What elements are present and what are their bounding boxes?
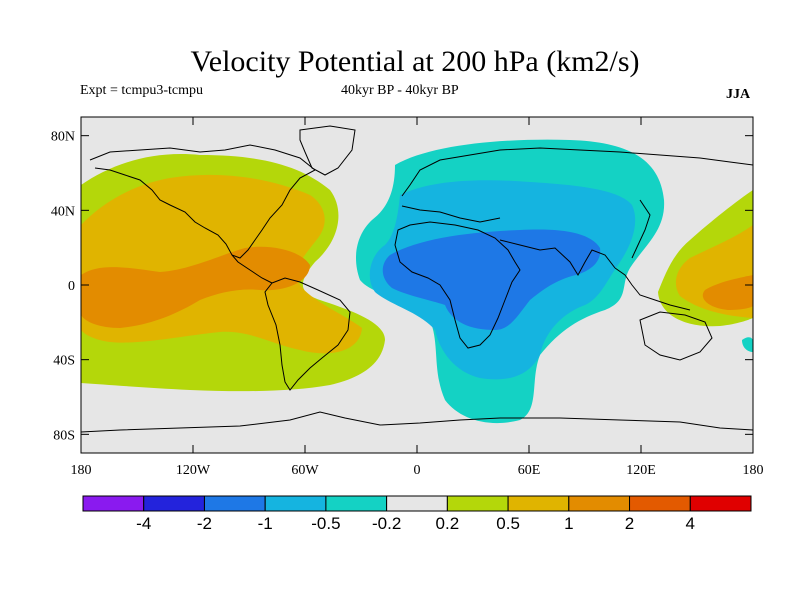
coast-antarctica bbox=[81, 411, 753, 433]
coast-south-america bbox=[264, 277, 351, 391]
tick-labels: 80N 40N 0 40S 80S 180 120W 60W 0 60E 120E 180 bbox=[51, 130, 764, 478]
contour-positive-1 bbox=[81, 246, 310, 328]
coast-australia bbox=[639, 311, 713, 361]
colorbar-swatch bbox=[264, 495, 327, 512]
period-label: 40kyr BP - 40kyr BP bbox=[341, 83, 459, 98]
colorbar-label: -1 bbox=[258, 514, 273, 533]
coast-eurasia bbox=[401, 147, 753, 197]
experiment-label: Expt = tcmpu3-tcmpu bbox=[80, 83, 203, 98]
coast-arabia-india bbox=[499, 239, 616, 277]
colorbar-swatch bbox=[203, 495, 266, 512]
coast-north-america bbox=[89, 144, 316, 259]
tick-marks bbox=[81, 117, 753, 453]
colorbar-swatch bbox=[446, 495, 509, 512]
coast-se-asia bbox=[614, 267, 691, 311]
colorbar-label: 0.2 bbox=[436, 514, 460, 533]
contour-positive-east-1 bbox=[702, 275, 753, 310]
colorbar-swatch bbox=[143, 495, 205, 512]
lon-tick-label: 0 bbox=[414, 463, 421, 478]
contour-negative-east-patch bbox=[742, 337, 753, 352]
colorbar-swatch bbox=[689, 495, 752, 512]
contour-field bbox=[81, 117, 753, 453]
colorbar-label: 2 bbox=[625, 514, 634, 533]
colorbar-swatch bbox=[386, 495, 448, 512]
colorbar-label: -0.2 bbox=[372, 514, 401, 533]
coast-mediterranean bbox=[401, 205, 501, 223]
lon-tick-label: 60W bbox=[291, 463, 319, 478]
season-label: JJA bbox=[726, 87, 751, 102]
map-title: Velocity Potential at 200 hPa (km2/s) bbox=[190, 45, 640, 78]
contour-negative-1 bbox=[382, 229, 601, 330]
lon-tick-label: 120E bbox=[626, 463, 656, 478]
lon-tick-label: 60E bbox=[518, 463, 541, 478]
colorbar-swatch bbox=[325, 495, 388, 512]
plot-frame bbox=[80, 116, 754, 454]
colorbar-swatch bbox=[568, 495, 631, 512]
lon-tick-label: 120W bbox=[176, 463, 211, 478]
colorbar-swatch bbox=[507, 495, 570, 512]
coast-east-asia bbox=[631, 199, 651, 259]
coast-africa bbox=[394, 221, 521, 349]
lat-tick-label: 40S bbox=[53, 354, 75, 369]
lat-tick-label: 0 bbox=[68, 279, 75, 294]
lon-tick-label: 180 bbox=[71, 463, 92, 478]
lat-tick-label: 40N bbox=[51, 204, 75, 219]
coastlines bbox=[81, 125, 753, 433]
colorbar: -4 -2 -1 -0.5 -0.2 0.2 0.5 1 2 4 bbox=[82, 495, 752, 533]
colorbar-swatch bbox=[82, 495, 145, 512]
coast-central-america bbox=[231, 254, 273, 284]
lat-tick-label: 80N bbox=[51, 130, 75, 145]
lat-tick-label: 80S bbox=[53, 428, 75, 443]
colorbar-label: 0.5 bbox=[496, 514, 520, 533]
colorbar-label: 4 bbox=[686, 514, 695, 533]
colorbar-label: 1 bbox=[564, 514, 573, 533]
lon-tick-label: 180 bbox=[743, 463, 764, 478]
colorbar-label: -0.5 bbox=[311, 514, 340, 533]
colorbar-label: -4 bbox=[136, 514, 151, 533]
coast-greenland bbox=[299, 125, 356, 176]
colorbar-swatch bbox=[629, 495, 691, 512]
colorbar-label: -2 bbox=[197, 514, 212, 533]
